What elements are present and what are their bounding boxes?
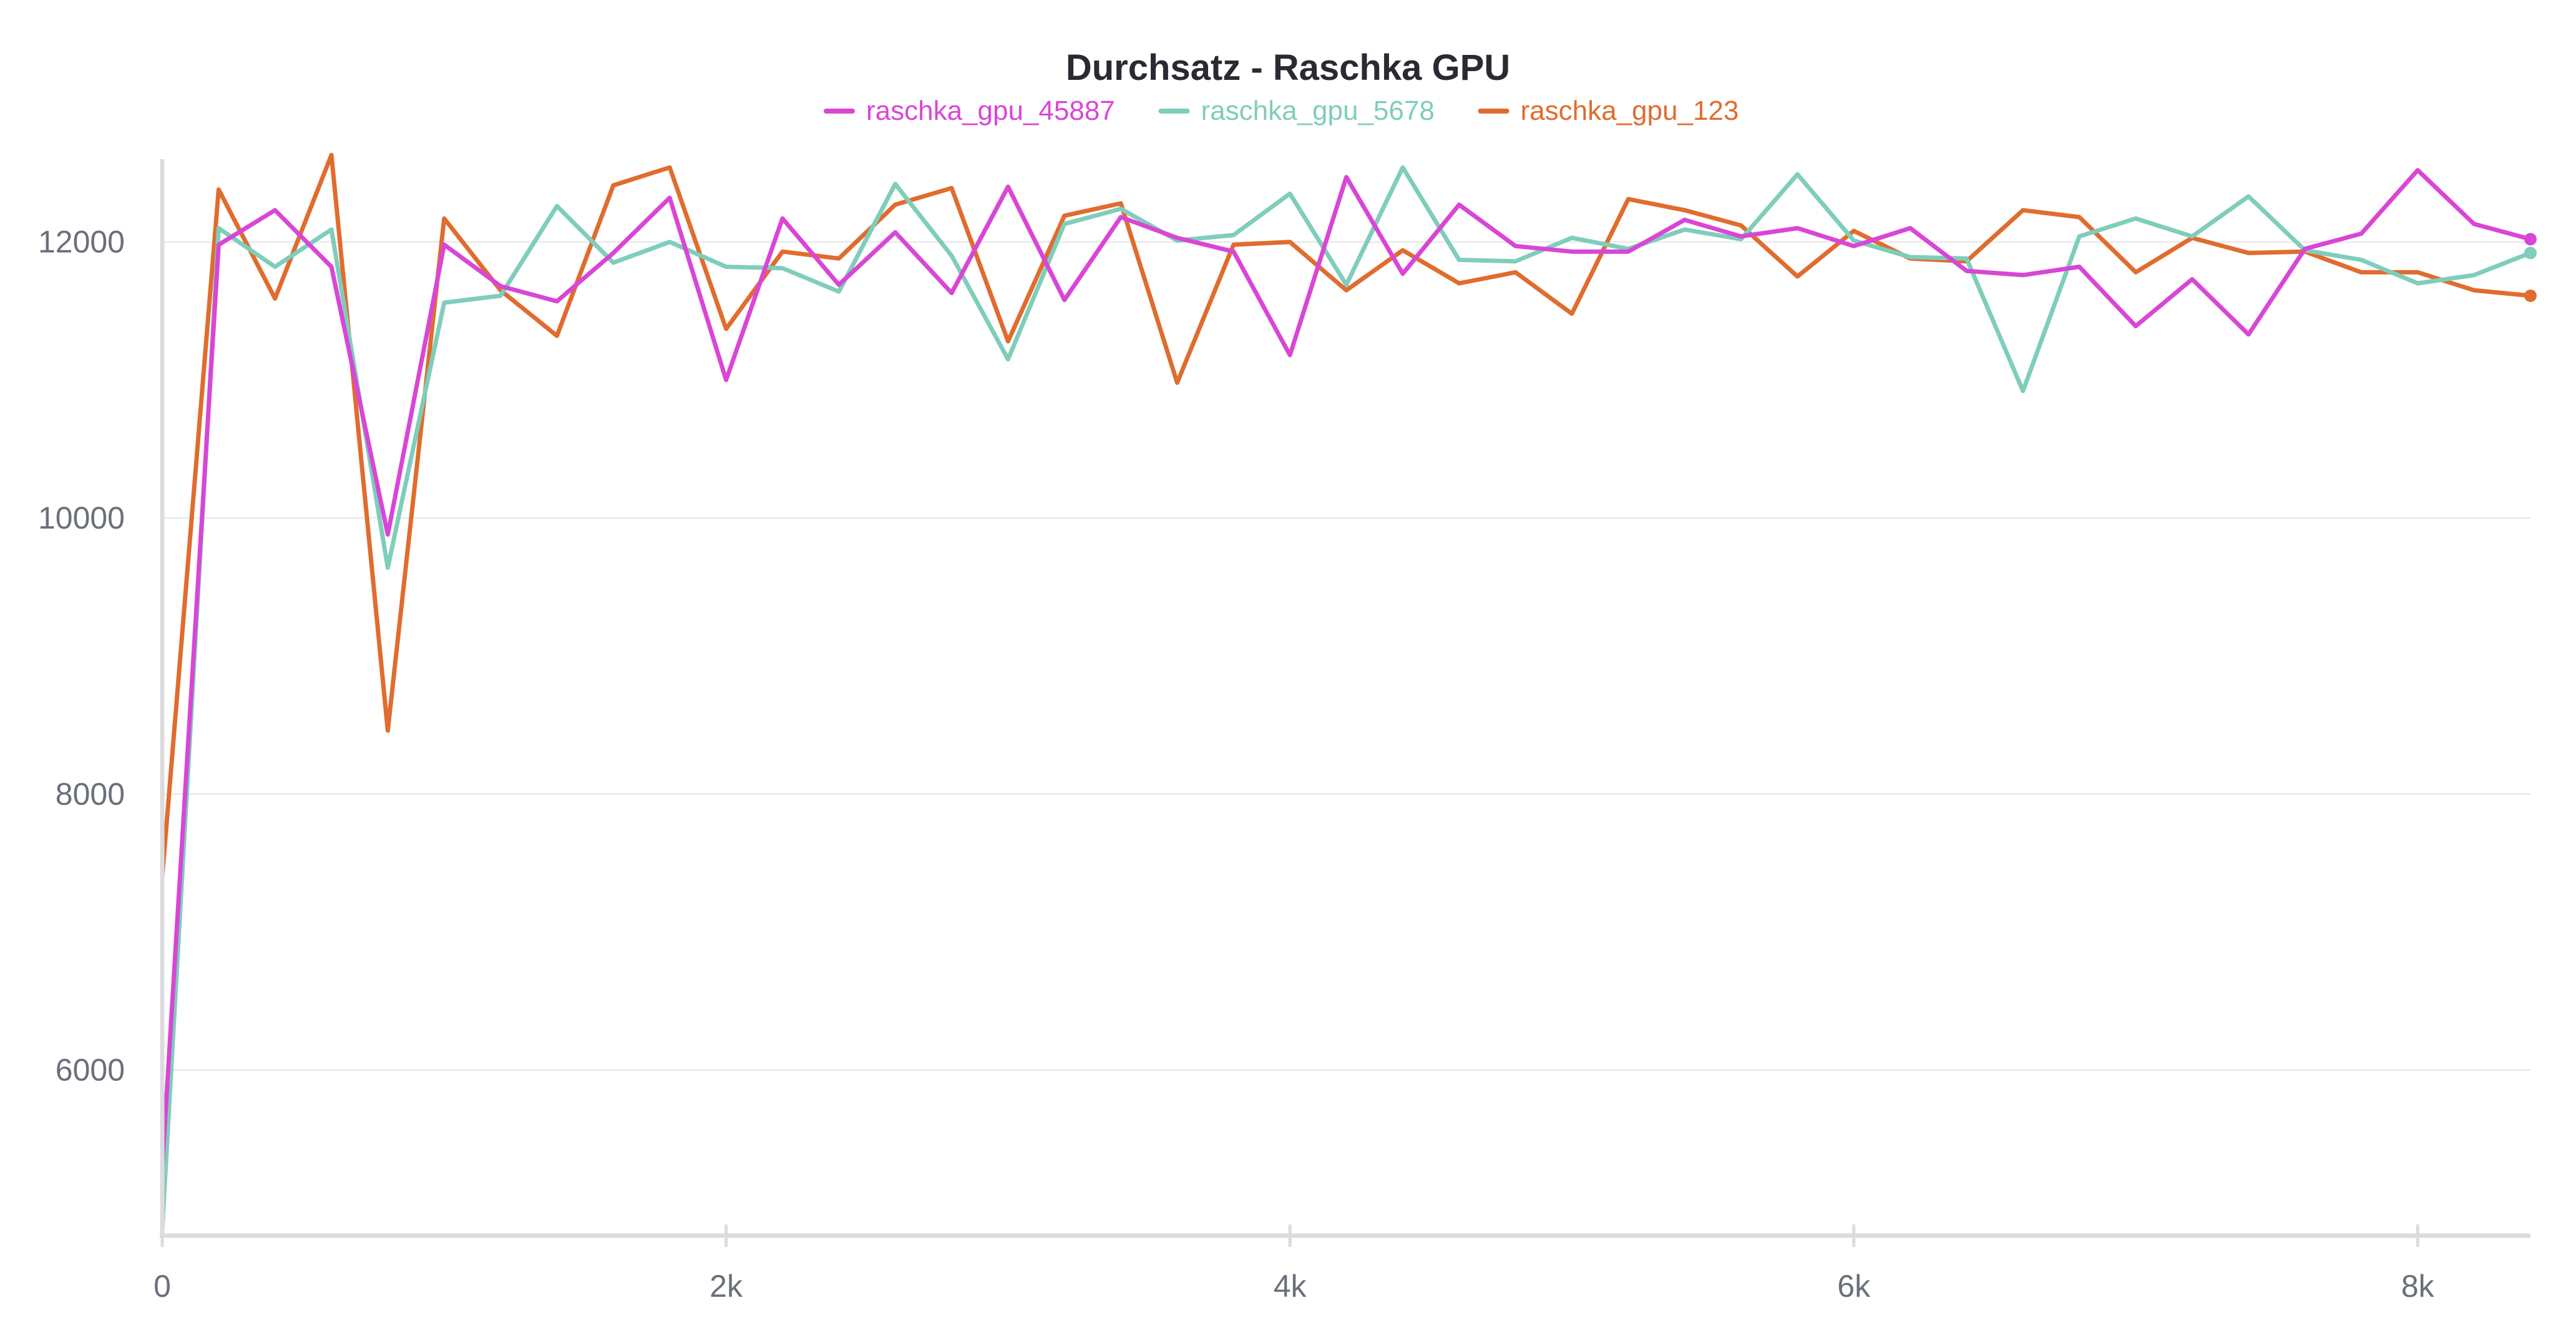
series-end-point-raschka_gpu_45887[interactable] (2524, 233, 2537, 246)
x-tick-label: 4k (1274, 1269, 1307, 1304)
x-tick-label: 0 (154, 1269, 171, 1304)
legend-label: raschka_gpu_5678 (1201, 95, 1435, 126)
x-tick-label: 8k (2401, 1269, 2435, 1304)
y-tick-label: 8000 (56, 776, 125, 811)
legend-item-raschka_gpu_5678[interactable]: raschka_gpu_5678 (1158, 95, 1435, 126)
series-end-point-raschka_gpu_123[interactable] (2524, 289, 2537, 302)
series-line-raschka_gpu_5678[interactable] (160, 165, 2533, 1231)
legend-item-raschka_gpu_45887[interactable]: raschka_gpu_45887 (824, 95, 1115, 126)
y-tick-label: 6000 (56, 1053, 125, 1088)
y-tick-label: 12000 (38, 225, 125, 260)
legend[interactable]: raschka_gpu_45887 raschka_gpu_5678 raschka… (824, 95, 1739, 126)
series-lines[interactable] (160, 152, 2537, 1231)
legend-label: raschka_gpu_123 (1521, 95, 1739, 126)
legend-label: raschka_gpu_45887 (866, 95, 1115, 126)
x-tick-label: 6k (1837, 1269, 1871, 1304)
legend-item-raschka_gpu_123[interactable]: raschka_gpu_123 (1478, 95, 1739, 126)
chart-title: Durchsatz - Raschka GPU (1066, 47, 1510, 88)
series-line-raschka_gpu_123[interactable] (160, 152, 2533, 879)
y-tick-label: 10000 (38, 500, 125, 535)
axes: 6000 8000 10000 12000 0 2k 4k 6k 8k (38, 159, 2530, 1304)
x-tick-label: 2k (710, 1269, 743, 1304)
grid-lines (162, 241, 2530, 1072)
series-end-point-raschka_gpu_5678[interactable] (2524, 247, 2537, 260)
series-line-raschka_gpu_45887[interactable] (160, 168, 2533, 1169)
